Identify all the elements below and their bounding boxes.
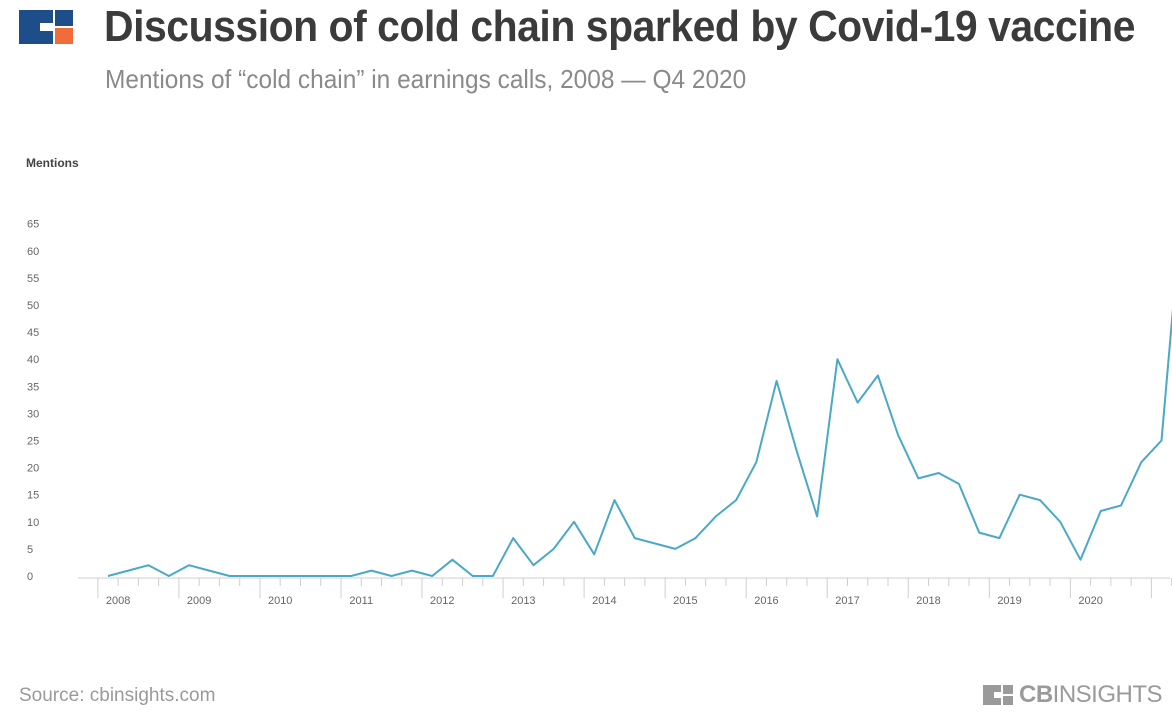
data-point <box>492 575 494 577</box>
data-point <box>309 575 311 577</box>
y-tick-label: 0 <box>27 571 33 583</box>
x-tick-label: 2014 <box>592 595 616 607</box>
data-point <box>917 477 919 479</box>
data-point <box>553 548 555 550</box>
data-point <box>350 575 352 577</box>
y-tick-label: 50 <box>27 300 39 312</box>
y-tick-label: 55 <box>27 273 39 285</box>
x-tick-label: 2013 <box>511 595 535 607</box>
data-point <box>674 548 676 550</box>
data-point <box>471 575 473 577</box>
y-tick-label: 45 <box>27 327 39 339</box>
y-tick-label: 15 <box>27 490 39 502</box>
brand-wordmark: CBINSIGHTS <box>1019 681 1163 708</box>
data-point <box>1079 559 1081 561</box>
data-point <box>573 521 575 523</box>
data-point <box>593 553 595 555</box>
y-tick-label: 5 <box>27 544 33 556</box>
data-point <box>1100 510 1102 512</box>
data-point <box>168 575 170 577</box>
series-line-cold-chain-mentions <box>107 308 1172 577</box>
chart-title: Discussion of cold chain sparked by Covi… <box>104 2 1135 51</box>
data-point <box>107 575 109 577</box>
x-tick-label: 2008 <box>106 595 130 607</box>
data-point <box>228 575 230 577</box>
data-point <box>816 515 818 517</box>
x-tick-label: 2020 <box>1078 595 1102 607</box>
data-point <box>249 575 251 577</box>
data-point <box>512 537 514 539</box>
data-point <box>330 575 332 577</box>
data-point <box>937 472 939 474</box>
data-point <box>431 575 433 577</box>
x-tick-label: 2019 <box>997 595 1021 607</box>
y-tick-label: 60 <box>27 246 39 258</box>
x-tick-label: 2018 <box>916 595 940 607</box>
y-tick-label: 25 <box>27 436 39 448</box>
data-point <box>390 575 392 577</box>
y-tick-label: 40 <box>27 354 39 366</box>
data-point <box>796 450 798 452</box>
data-point <box>1120 504 1122 506</box>
data-point <box>694 537 696 539</box>
data-point <box>654 542 656 544</box>
data-point <box>836 358 838 360</box>
y-tick-label: 30 <box>27 408 39 420</box>
source-note: Source: cbinsights.com <box>19 685 216 706</box>
data-point <box>856 401 858 403</box>
x-tick-label: 2012 <box>430 595 454 607</box>
data-point <box>634 537 636 539</box>
data-point <box>715 515 717 517</box>
data-point <box>755 461 757 463</box>
data-point <box>147 564 149 566</box>
cbinsights-logo-icon <box>19 10 73 44</box>
line-chart: Mentions 0 5 10 15 20 25 30 35 40 45 50 55 60 65 2008 20… <box>26 156 1172 607</box>
data-point <box>289 575 291 577</box>
data-point <box>1140 461 1142 463</box>
data-point <box>370 569 372 571</box>
data-point <box>1039 499 1041 501</box>
data-point <box>411 569 413 571</box>
x-tick-label: 2017 <box>835 595 859 607</box>
data-point <box>208 569 210 571</box>
data-point <box>532 564 534 566</box>
y-tick-label: 65 <box>27 219 39 231</box>
data-point <box>775 380 777 382</box>
data-point <box>613 499 615 501</box>
data-point <box>188 564 190 566</box>
y-tick-label: 10 <box>27 517 39 529</box>
y-tick-label: 35 <box>27 381 39 393</box>
y-tick-label: 20 <box>27 463 39 475</box>
data-point <box>897 434 899 436</box>
x-tick-label: 2010 <box>268 595 292 607</box>
data-point <box>127 569 129 571</box>
data-point <box>1160 439 1162 441</box>
data-point <box>1059 521 1061 523</box>
data-point <box>958 483 960 485</box>
y-axis-label: Mentions <box>26 156 79 170</box>
data-point <box>877 374 879 376</box>
cbinsights-mark-icon <box>983 685 1013 705</box>
data-point <box>451 559 453 561</box>
x-tick-label: 2016 <box>754 595 778 607</box>
x-tick-label: 2015 <box>673 595 697 607</box>
x-tick-label: 2011 <box>349 595 373 607</box>
data-point <box>978 531 980 533</box>
chart-subtitle: Mentions of “cold chain” in earnings cal… <box>105 64 747 94</box>
data-point <box>735 499 737 501</box>
data-point <box>998 537 1000 539</box>
data-point <box>1019 494 1021 496</box>
data-point <box>269 575 271 577</box>
cbinsights-brand: CBINSIGHTS <box>983 681 1163 708</box>
x-tick-label: 2009 <box>187 595 211 607</box>
